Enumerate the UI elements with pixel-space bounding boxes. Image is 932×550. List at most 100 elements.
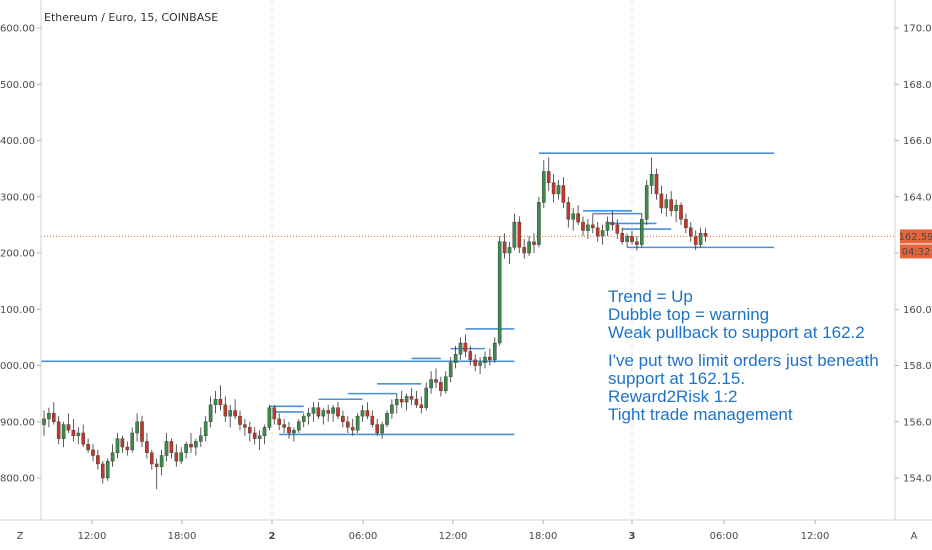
candle	[47, 407, 51, 428]
timezone-toggle-button[interactable]: Z	[17, 531, 24, 542]
candle	[390, 399, 394, 419]
current-price-label: 162.59	[899, 232, 932, 243]
candle	[615, 219, 620, 239]
candle	[551, 174, 556, 203]
candle	[591, 213, 595, 234]
candle	[208, 396, 213, 428]
candle	[110, 444, 115, 467]
candle	[414, 390, 419, 408]
candle	[223, 396, 228, 422]
candle	[194, 438, 198, 456]
candle	[149, 449, 154, 470]
candle	[140, 416, 144, 448]
candle	[135, 413, 139, 442]
candle	[76, 427, 81, 445]
candle	[164, 433, 169, 462]
candle	[674, 199, 678, 223]
candlestick-series	[42, 157, 708, 490]
left-price-axis[interactable]: 9600.00 9500.00 9400.00 9300.00 9200.00 9100.…	[0, 24, 41, 485]
candle	[71, 418, 76, 442]
candle	[473, 354, 478, 372]
candle	[326, 404, 331, 422]
right-tick-label: 166.00	[903, 136, 932, 147]
time-tick-label: 12:00	[78, 531, 107, 542]
candle	[566, 196, 571, 228]
annotation-line: support at 162.15.	[608, 369, 745, 388]
candle	[66, 413, 71, 433]
candle	[630, 230, 634, 245]
left-tick-label: 9500.00	[0, 80, 35, 91]
candle	[698, 227, 703, 248]
right-tick-label: 154.00	[903, 474, 932, 485]
candle	[409, 388, 414, 405]
candle	[272, 404, 277, 425]
candle	[336, 402, 340, 419]
candle	[257, 430, 262, 450]
candle	[61, 421, 66, 448]
candle	[380, 421, 384, 439]
candle	[52, 402, 56, 425]
left-tick-label: 8800.00	[0, 474, 35, 485]
time-tick-label: 2	[269, 531, 276, 542]
candle	[184, 441, 188, 459]
candle	[350, 418, 355, 436]
candle	[493, 337, 497, 363]
candle	[537, 196, 541, 248]
candle	[262, 424, 267, 445]
time-axis[interactable]: 12:00 18:00 2 06:00 12:00 18:00 3 06:00 12:00	[78, 520, 830, 542]
candle	[644, 179, 649, 225]
candle	[56, 416, 61, 445]
candle	[502, 233, 507, 259]
candle	[625, 233, 629, 248]
candle	[238, 410, 242, 431]
candle	[483, 351, 487, 369]
right-tick-label: 168.00	[903, 80, 932, 91]
candle	[669, 191, 673, 217]
chart-title: Ethereum / Euro, 15, COINBASE	[44, 11, 218, 24]
left-tick-label: 9400.00	[0, 136, 35, 147]
candle	[115, 433, 120, 459]
annotation-line: Weak pullback to support at 162.2	[608, 323, 865, 342]
candle	[252, 427, 257, 445]
candle	[595, 222, 600, 242]
candle	[292, 427, 296, 442]
candle	[453, 345, 458, 369]
candle	[684, 213, 688, 234]
candle	[512, 213, 517, 251]
candle	[527, 236, 531, 256]
right-tick-label: 164.00	[903, 192, 932, 203]
candle	[145, 433, 149, 459]
candle	[267, 404, 272, 431]
candle	[105, 458, 110, 481]
candle	[120, 435, 125, 453]
candle	[620, 227, 624, 245]
candle	[198, 427, 203, 448]
left-tick-label: 9000.00	[0, 361, 35, 372]
candle	[385, 410, 389, 428]
annotation-line: I've put two limit orders just beneath	[608, 351, 879, 370]
candle	[497, 236, 502, 346]
auto-scale-button[interactable]: A	[911, 531, 918, 542]
candle	[189, 433, 193, 453]
time-tick-label: 12:00	[801, 531, 830, 542]
candle	[507, 241, 512, 265]
candle	[370, 410, 375, 428]
candle	[301, 413, 306, 428]
candle	[91, 444, 95, 462]
time-tick-label: 12:00	[439, 531, 468, 542]
time-tick-label: 06:00	[710, 531, 739, 542]
left-tick-label: 9300.00	[0, 192, 35, 203]
candle	[640, 213, 644, 248]
candle	[448, 357, 453, 383]
candle	[419, 396, 424, 414]
candle	[355, 413, 360, 433]
candle	[434, 368, 438, 388]
time-tick-label: 06:00	[349, 531, 378, 542]
candle	[203, 416, 208, 442]
candle	[659, 185, 664, 214]
candle	[311, 402, 316, 422]
candle	[561, 177, 566, 208]
candle	[600, 224, 605, 245]
countdown-label: 04:32	[902, 247, 931, 258]
